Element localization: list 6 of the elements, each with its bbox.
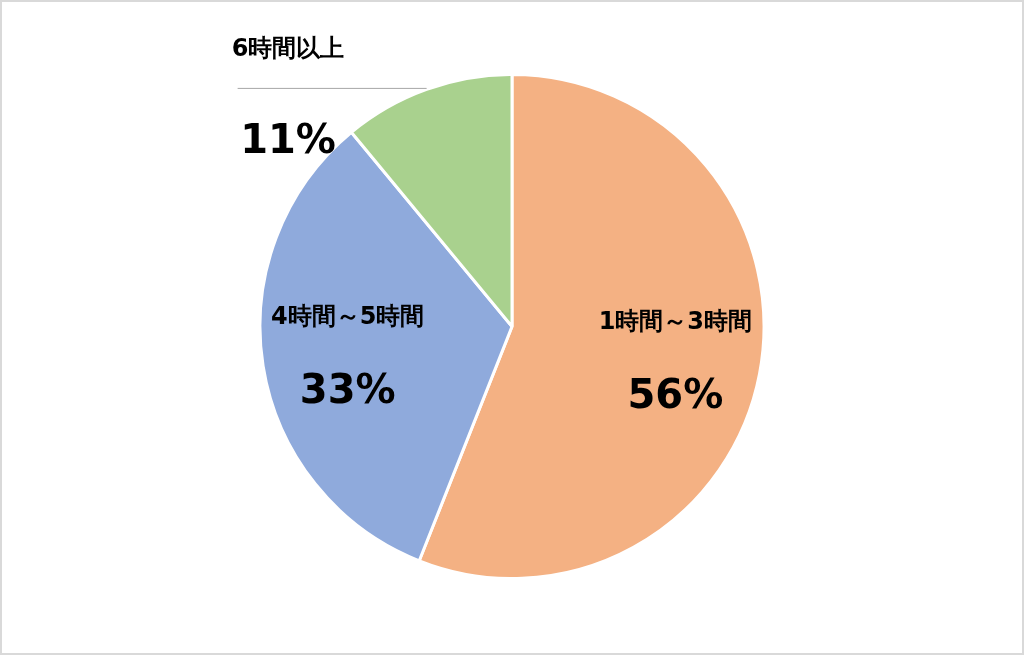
slice-label: 4時間～5時間 <box>271 301 425 330</box>
data-label: 11% <box>240 115 336 162</box>
slice-label: 1時間～3時間 <box>598 306 753 335</box>
slice-label: 6時間以上 <box>231 33 345 62</box>
data-label: 33% <box>299 365 396 412</box>
data-label: 56% <box>627 371 724 418</box>
